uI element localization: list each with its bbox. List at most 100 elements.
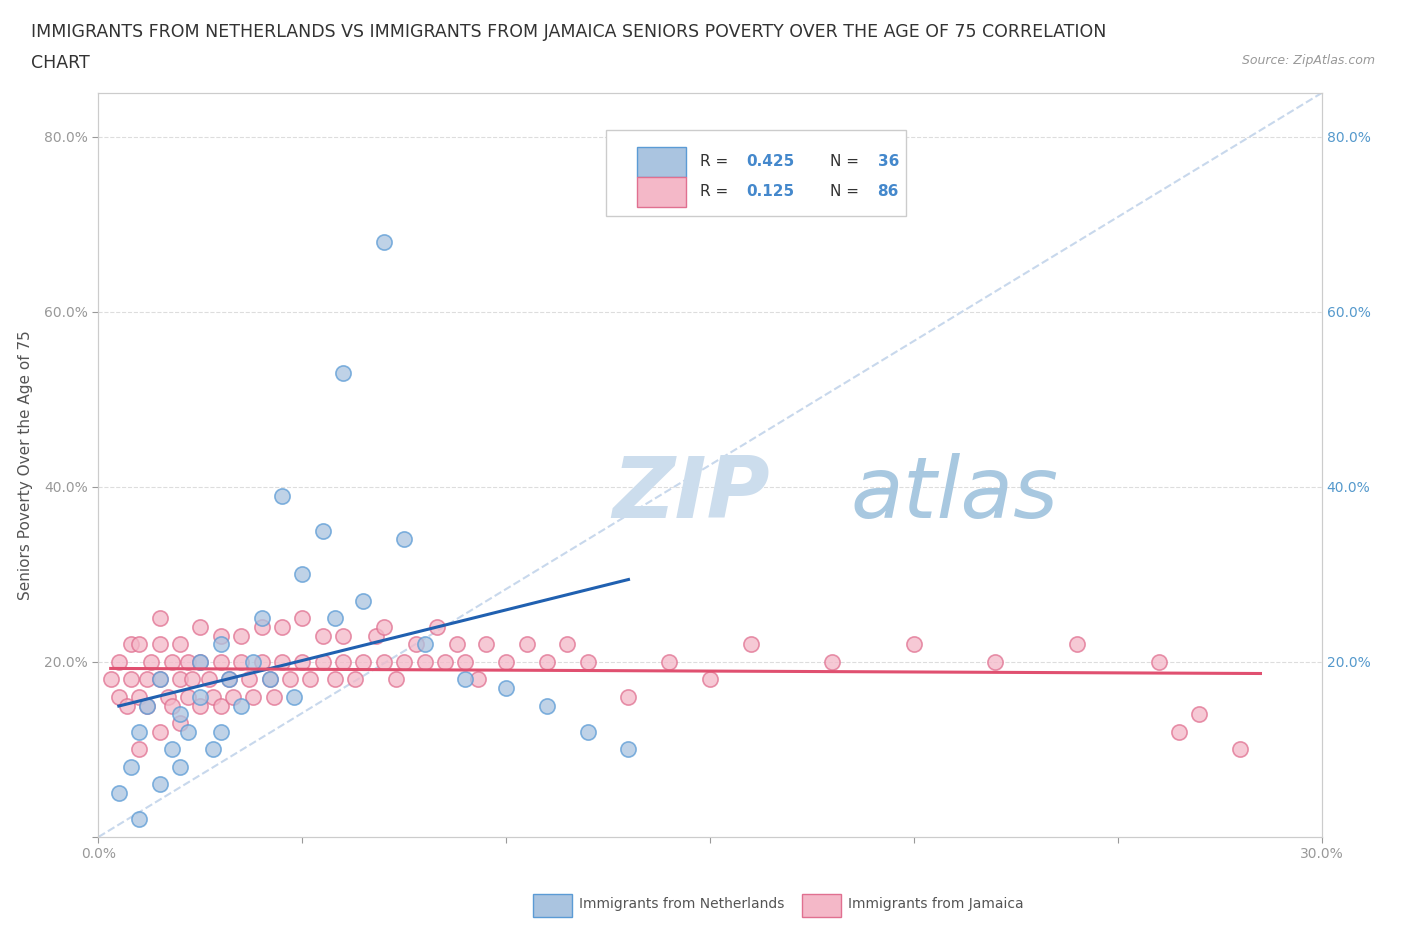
- Point: [821, 655, 844, 670]
- Text: R =: R =: [700, 184, 734, 199]
- Point: [188, 698, 212, 713]
- Point: [108, 786, 131, 801]
- Point: [299, 672, 322, 687]
- Point: [177, 655, 200, 670]
- Text: Source: ZipAtlas.com: Source: ZipAtlas.com: [1241, 54, 1375, 67]
- Text: N =: N =: [830, 184, 863, 199]
- Point: [128, 742, 150, 757]
- Point: [209, 655, 232, 670]
- Point: [291, 567, 314, 582]
- Text: IMMIGRANTS FROM NETHERLANDS VS IMMIGRANTS FROM JAMAICA SENIORS POVERTY OVER THE : IMMIGRANTS FROM NETHERLANDS VS IMMIGRANT…: [31, 23, 1107, 41]
- Point: [263, 689, 285, 704]
- Point: [231, 655, 253, 670]
- Point: [291, 655, 314, 670]
- Point: [454, 672, 477, 687]
- Point: [617, 742, 640, 757]
- Point: [1147, 655, 1170, 670]
- Point: [555, 637, 579, 652]
- Point: [516, 637, 538, 652]
- Point: [576, 655, 599, 670]
- Point: [1229, 742, 1251, 757]
- Point: [270, 619, 294, 634]
- Point: [209, 629, 232, 644]
- Point: [373, 234, 395, 249]
- Point: [1167, 724, 1189, 739]
- Point: [156, 689, 179, 704]
- Point: [231, 629, 253, 644]
- Text: R =: R =: [700, 154, 734, 169]
- Point: [454, 655, 477, 670]
- Text: 0.425: 0.425: [747, 154, 794, 169]
- Point: [120, 760, 142, 775]
- Point: [1188, 707, 1211, 722]
- Point: [128, 724, 150, 739]
- Point: [115, 698, 138, 713]
- Point: [323, 672, 346, 687]
- Bar: [606, 130, 905, 216]
- Point: [332, 365, 354, 380]
- Point: [209, 637, 232, 652]
- Point: [392, 655, 416, 670]
- Point: [201, 742, 224, 757]
- Point: [169, 672, 191, 687]
- Bar: [533, 894, 572, 917]
- Point: [177, 724, 200, 739]
- Point: [312, 629, 335, 644]
- Point: [312, 655, 335, 670]
- Bar: [637, 177, 686, 206]
- Text: atlas: atlas: [851, 453, 1059, 537]
- Point: [352, 593, 374, 608]
- Point: [903, 637, 925, 652]
- Point: [128, 637, 150, 652]
- Point: [188, 655, 212, 670]
- Bar: [637, 147, 686, 177]
- Point: [149, 777, 172, 792]
- Point: [344, 672, 367, 687]
- Point: [392, 532, 416, 547]
- Point: [259, 672, 281, 687]
- Point: [323, 611, 346, 626]
- Point: [658, 655, 681, 670]
- Text: Immigrants from Netherlands: Immigrants from Netherlands: [579, 897, 785, 911]
- Point: [536, 655, 558, 670]
- Point: [238, 672, 260, 687]
- Point: [120, 672, 142, 687]
- Point: [149, 637, 172, 652]
- Point: [242, 689, 264, 704]
- Point: [149, 724, 172, 739]
- Point: [177, 689, 200, 704]
- Point: [1066, 637, 1088, 652]
- Point: [222, 689, 245, 704]
- Point: [283, 689, 305, 704]
- Point: [149, 672, 172, 687]
- Point: [218, 672, 240, 687]
- Point: [332, 655, 354, 670]
- Y-axis label: Seniors Poverty Over the Age of 75: Seniors Poverty Over the Age of 75: [18, 330, 32, 600]
- Point: [576, 724, 599, 739]
- Point: [120, 637, 142, 652]
- Point: [467, 672, 489, 687]
- Point: [278, 672, 301, 687]
- Text: ZIP: ZIP: [612, 453, 770, 537]
- Point: [128, 812, 150, 827]
- Point: [231, 698, 253, 713]
- Point: [373, 619, 395, 634]
- Point: [160, 742, 183, 757]
- Text: CHART: CHART: [31, 54, 90, 72]
- Point: [197, 672, 219, 687]
- Point: [108, 655, 131, 670]
- Point: [149, 611, 172, 626]
- Point: [136, 672, 159, 687]
- Point: [259, 672, 281, 687]
- Point: [270, 655, 294, 670]
- Point: [250, 611, 273, 626]
- Point: [136, 698, 159, 713]
- Point: [495, 681, 517, 696]
- Point: [188, 689, 212, 704]
- Point: [100, 672, 122, 687]
- Point: [413, 655, 436, 670]
- Point: [181, 672, 204, 687]
- Text: 86: 86: [877, 184, 898, 199]
- Point: [218, 672, 240, 687]
- Point: [242, 655, 264, 670]
